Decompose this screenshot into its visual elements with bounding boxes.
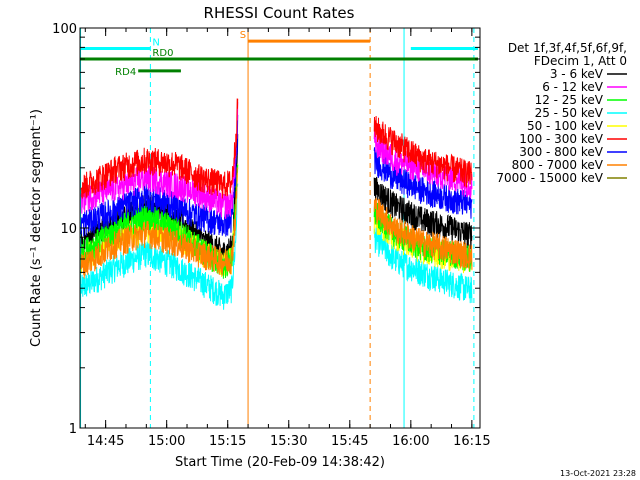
- legend-entry-label: 7000 - 15000 keV: [496, 171, 603, 185]
- legend-entry-label: 800 - 7000 keV: [512, 158, 604, 172]
- x-tick-label: 14:45: [87, 434, 124, 449]
- series-line: [80, 114, 473, 237]
- flag-label: RD4: [115, 67, 136, 78]
- timestamp: 13-Oct-2021 23:28: [560, 469, 636, 478]
- y-axis-label: Count Rate (s⁻¹ detector segment⁻¹): [29, 109, 44, 347]
- legend: Det 1f,3f,4f,5f,6f,9f, FDecim 1, Att 0 3…: [496, 41, 627, 185]
- legend-entry-label: 6 - 12 keV: [542, 80, 604, 94]
- x-tick-label: 15:00: [148, 434, 185, 449]
- series-line: [80, 183, 473, 310]
- legend-entry-label: 100 - 300 keV: [519, 132, 603, 146]
- series-lines: [80, 98, 473, 310]
- legend-header-line-1: Det 1f,3f,4f,5f,6f,9f,: [508, 41, 627, 55]
- legend-entry-label: 300 - 800 keV: [519, 145, 603, 159]
- y-tick-label: 1: [69, 422, 77, 437]
- series-line: [80, 167, 473, 279]
- plot-clip-group: [80, 98, 473, 310]
- x-tick-label: 15:15: [209, 434, 246, 449]
- legend-entry-label: 12 - 25 keV: [535, 93, 604, 107]
- legend-entry-label: 3 - 6 keV: [550, 67, 604, 81]
- flag-label: RD0: [152, 48, 173, 59]
- flag-bars: N S RD0 RD4: [80, 30, 478, 78]
- y-tick-label: 10: [60, 222, 77, 237]
- series-line: [80, 98, 473, 199]
- chart-title: RHESSI Count Rates: [204, 4, 355, 22]
- x-tick-label: 16:00: [392, 434, 429, 449]
- legend-header-line-2: FDecim 1, Att 0: [534, 54, 627, 68]
- x-axis: 14:45 15:00 15:15 15:30 15:45 16:00 16:15: [84, 28, 491, 449]
- flag-label: S: [240, 30, 246, 41]
- x-axis-label: Start Time (20-Feb-09 14:38:42): [175, 455, 385, 470]
- x-tick-label: 15:45: [331, 434, 368, 449]
- legend-entry-label: 50 - 100 keV: [527, 119, 604, 133]
- x-tick-label: 16:15: [453, 434, 490, 449]
- y-tick-label: 100: [52, 22, 77, 37]
- y-axis: 1 10 100: [52, 22, 480, 437]
- legend-entry-label: 25 - 50 keV: [535, 106, 604, 120]
- x-tick-label: 15:30: [270, 434, 307, 449]
- flag-label: N: [152, 37, 159, 48]
